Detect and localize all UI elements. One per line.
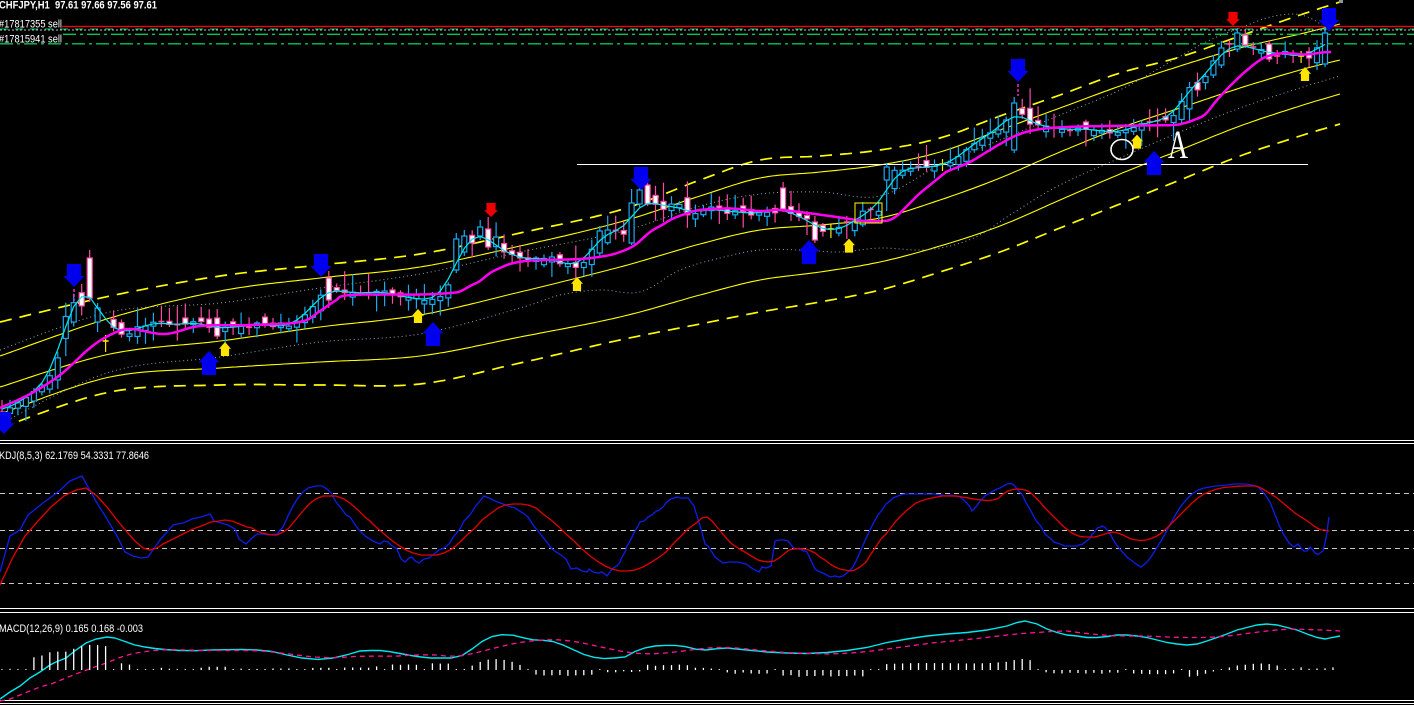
svg-text:CHFJPY,H1 97.61 97.66 97.56 9: CHFJPY,H1 97.61 97.66 97.56 97.61 [0,0,157,12]
svg-text:#17815941 sell: #17815941 sell [0,34,62,46]
svg-text:MACD(12,26,9) 0.165 0.168 -0.0: MACD(12,26,9) 0.165 0.168 -0.003 [0,623,143,635]
svg-text:#17817355 sell: #17817355 sell [0,19,62,31]
svg-text:KDJ(8,5,3) 62.1769 54.3331 77.: KDJ(8,5,3) 62.1769 54.3331 77.8646 [0,450,149,462]
svg-text:A: A [1168,122,1188,167]
